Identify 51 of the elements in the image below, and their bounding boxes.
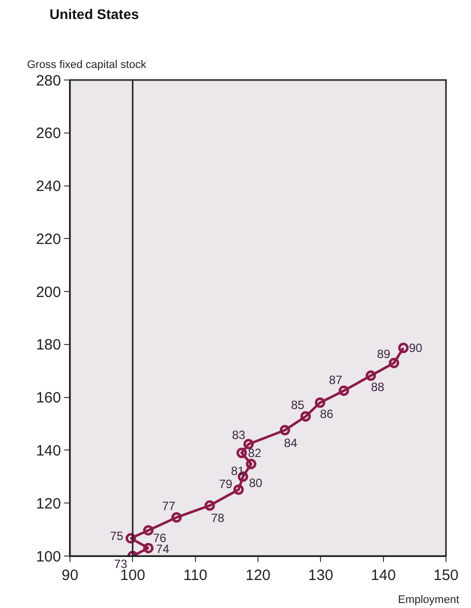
point bbox=[171, 512, 182, 523]
y-tick-label: 180 bbox=[36, 336, 61, 354]
annotation: 84 bbox=[284, 436, 298, 450]
annotation: 81 bbox=[231, 464, 245, 478]
point bbox=[233, 484, 244, 495]
point bbox=[338, 385, 350, 396]
annotation: 89 bbox=[377, 347, 391, 361]
annotation: 87 bbox=[329, 373, 343, 387]
annotation: 83 bbox=[232, 428, 246, 442]
point bbox=[366, 370, 376, 381]
annotation: 86 bbox=[320, 407, 334, 421]
annotation: 85 bbox=[291, 398, 305, 412]
point bbox=[243, 438, 254, 450]
x-tick-label: 120 bbox=[245, 567, 271, 584]
annotation: 80 bbox=[249, 476, 263, 490]
y-axis-title: Gross fixed capital stock bbox=[27, 59, 147, 71]
annotation: 88 bbox=[371, 380, 385, 394]
x-tick-label: 130 bbox=[308, 567, 334, 584]
y-tick-label: 280 bbox=[36, 72, 61, 90]
point bbox=[300, 411, 311, 422]
point bbox=[388, 358, 400, 368]
point bbox=[280, 424, 290, 436]
point bbox=[246, 458, 256, 470]
annotation: 82 bbox=[248, 446, 262, 460]
point bbox=[236, 448, 247, 458]
point bbox=[143, 542, 154, 554]
point bbox=[143, 525, 154, 536]
y-tick-label: 200 bbox=[36, 284, 61, 301]
chart-title: United States bbox=[49, 6, 140, 22]
y-tick-label: 120 bbox=[36, 495, 61, 512]
annotation: 74 bbox=[156, 542, 170, 556]
x-tick-label: 90 bbox=[62, 567, 78, 584]
x-tick-label: 150 bbox=[433, 567, 459, 584]
x-tick-label: 110 bbox=[183, 567, 208, 584]
annotation: 76 bbox=[153, 531, 167, 545]
point bbox=[314, 397, 326, 408]
point bbox=[204, 500, 215, 511]
annotation: 77 bbox=[162, 499, 176, 513]
x-tick-label: 140 bbox=[370, 567, 396, 584]
annotation: 78 bbox=[211, 511, 225, 525]
y-tick-label: 260 bbox=[36, 125, 61, 142]
y-tick-label: 140 bbox=[36, 442, 61, 460]
annotation: 75 bbox=[110, 529, 124, 543]
y-tick-label: 240 bbox=[36, 178, 61, 196]
y-tick-label: 100 bbox=[36, 548, 61, 566]
y-tick-label: 160 bbox=[36, 390, 61, 407]
annotation: 90 bbox=[409, 341, 423, 355]
x-axis-title: Employment bbox=[398, 594, 460, 606]
point bbox=[398, 342, 409, 354]
annotation: 79 bbox=[219, 477, 233, 491]
y-tick-label: 220 bbox=[36, 230, 61, 248]
